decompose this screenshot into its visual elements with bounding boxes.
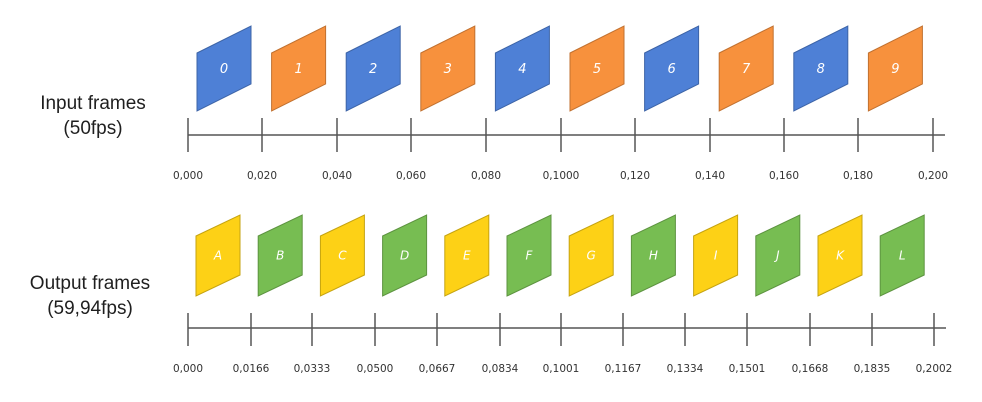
output-timeline-axis xyxy=(187,313,946,346)
output-frame-F xyxy=(506,214,552,297)
input-frame-label: 0 xyxy=(220,62,228,77)
input-tick-label: 0,120 xyxy=(619,170,651,182)
output-tick-label: 0,0834 xyxy=(481,363,519,375)
input-tick-label: 0,080 xyxy=(470,170,502,182)
output-frame-label: F xyxy=(526,249,534,263)
output-tick-label: 0,1001 xyxy=(542,363,580,375)
input-tick-label: 0,060 xyxy=(395,170,427,182)
output-tick-label: 0,0500 xyxy=(356,363,394,375)
output-frames-label: Output frames (59,94fps) xyxy=(10,271,170,321)
output-frame-label: J xyxy=(774,249,780,263)
output-frame-J xyxy=(755,214,801,297)
input-label-title: Input frames xyxy=(40,93,146,114)
input-frame-label: 5 xyxy=(593,62,601,77)
input-frame-7 xyxy=(718,25,774,112)
input-frame-label: 2 xyxy=(369,62,377,77)
output-frame-label: H xyxy=(649,249,658,263)
output-frame-K xyxy=(817,214,863,297)
input-frame-label: 9 xyxy=(891,62,899,77)
output-tick-label: 0,1167 xyxy=(604,363,642,375)
output-tick-label: 0,1668 xyxy=(791,363,829,375)
output-frame-label: A xyxy=(213,249,222,263)
output-frame-B xyxy=(257,214,303,297)
input-frame-1 xyxy=(271,25,327,112)
input-frame-8 xyxy=(793,25,849,112)
output-frame-L xyxy=(879,214,925,297)
input-frame-4 xyxy=(494,25,550,112)
input-frame-label: 8 xyxy=(817,62,825,77)
output-frame-label: G xyxy=(587,249,596,263)
output-frame-A xyxy=(195,214,241,297)
output-frame-E xyxy=(444,214,490,297)
input-tick-label: 0,000 xyxy=(172,170,204,182)
output-label-fps: (59,94fps) xyxy=(47,298,133,319)
input-label-fps: (50fps) xyxy=(63,118,123,139)
output-frame-H xyxy=(630,214,676,297)
output-frame-label: C xyxy=(338,249,347,263)
input-frame-5 xyxy=(569,25,625,112)
output-frame-G xyxy=(568,214,614,297)
input-frames-row: 0 1 2 3 4 5 6 7 8 9 xyxy=(196,25,923,112)
output-frame-label: E xyxy=(463,249,471,263)
output-frame-label: B xyxy=(276,249,284,263)
input-frames-label: Input frames (50fps) xyxy=(18,91,168,141)
output-label-title: Output frames xyxy=(29,273,151,294)
input-frame-0 xyxy=(196,25,252,112)
output-frame-label: D xyxy=(400,249,409,263)
output-frame-label: K xyxy=(836,249,845,263)
output-frame-label: I xyxy=(714,249,718,263)
input-frame-9 xyxy=(867,25,923,112)
input-frame-label: 6 xyxy=(667,62,675,77)
output-tick-label: 0,0166 xyxy=(232,363,270,375)
output-tick-label: 0,1501 xyxy=(728,363,766,375)
output-frames-row: A B C D E F G H I J K L xyxy=(195,214,925,297)
input-tick-label: 0,020 xyxy=(246,170,278,182)
output-tick-label: 0,0667 xyxy=(418,363,456,375)
input-tick-label: 0,140 xyxy=(694,170,726,182)
output-tick-label: 0,000 xyxy=(172,363,204,375)
output-tick-label: 0,2002 xyxy=(915,363,953,375)
input-frame-2 xyxy=(345,25,401,112)
input-tick-label: 0,180 xyxy=(842,170,874,182)
output-tick-label: 0,1334 xyxy=(666,363,704,375)
input-frame-3 xyxy=(420,25,476,112)
input-tick-label: 0,200 xyxy=(917,170,949,182)
input-frame-6 xyxy=(644,25,700,112)
output-tick-label: 0,0333 xyxy=(293,363,331,375)
output-frame-I xyxy=(693,214,739,297)
input-tick-label: 0,1000 xyxy=(542,170,580,182)
output-tick-label: 0,1835 xyxy=(853,363,891,375)
output-frame-label: L xyxy=(899,249,906,263)
output-frame-C xyxy=(319,214,365,297)
input-frame-label: 4 xyxy=(518,62,526,77)
output-frame-D xyxy=(382,214,428,297)
input-tick-label: 0,160 xyxy=(768,170,800,182)
input-tick-label: 0,040 xyxy=(321,170,353,182)
input-frame-label: 3 xyxy=(444,62,452,77)
input-frame-label: 1 xyxy=(294,62,302,77)
input-timeline-axis xyxy=(187,118,945,152)
input-frame-label: 7 xyxy=(742,62,751,77)
